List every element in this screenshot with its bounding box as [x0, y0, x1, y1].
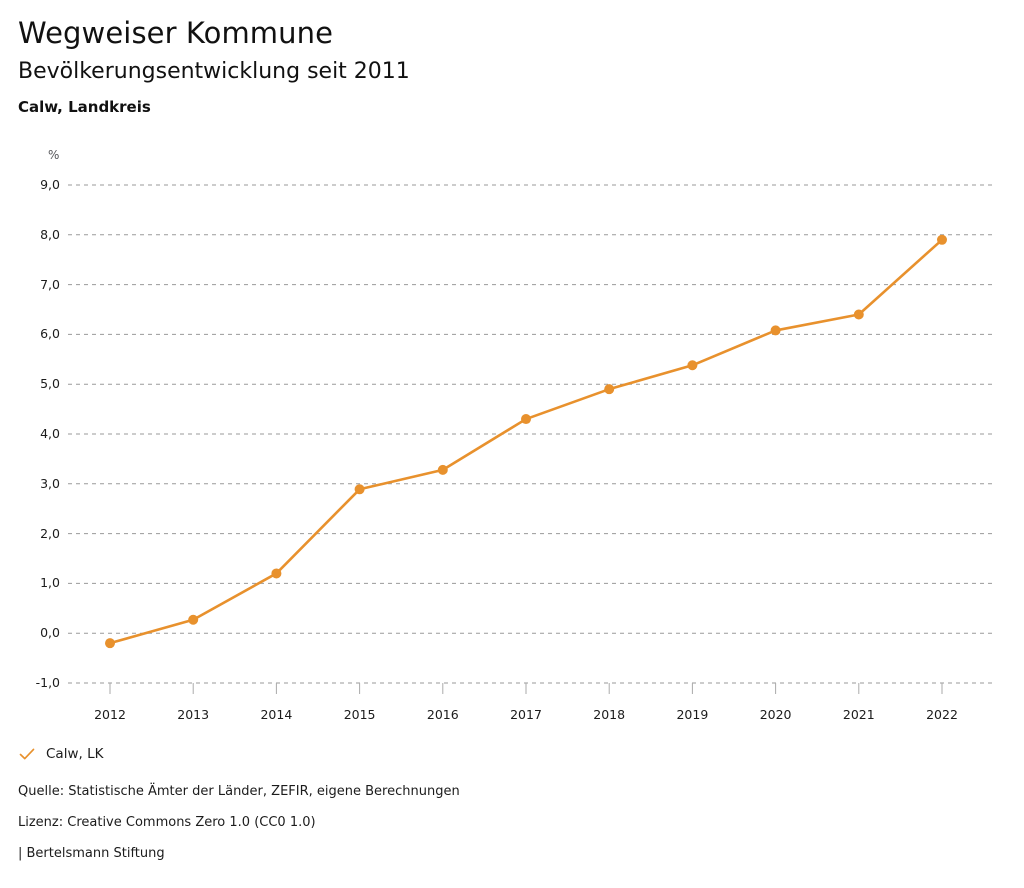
chart-container: % 9,0 8,0 7,0 6,0 5,0 4,0 3,0 2,0 1,0 0,0 -1,0 201… — [0, 140, 1024, 730]
x-axis-tick-label: 2020 — [759, 707, 792, 722]
chart-legend[interactable]: Calw, LK — [18, 745, 103, 763]
series-line-0 — [108, 238, 944, 645]
check-icon — [19, 748, 35, 760]
legend-item-label: Calw, LK — [46, 746, 104, 762]
data-point[interactable] — [188, 614, 199, 625]
data-point[interactable] — [105, 638, 115, 649]
data-point[interactable] — [354, 484, 365, 495]
x-axis-tick-label: 2017 — [510, 707, 542, 722]
data-point[interactable] — [687, 360, 698, 371]
x-axis-tick-label: 2019 — [676, 707, 709, 722]
x-axis-tick-label: 2016 — [426, 707, 459, 722]
y-axis-unit-label: % — [48, 148, 60, 162]
y-axis-tick-label: 4,0 — [40, 426, 60, 441]
y-axis-tick-label: 6,0 — [40, 326, 60, 342]
x-axis-tick-label: 2021 — [842, 707, 875, 722]
data-point[interactable] — [937, 234, 947, 245]
region-label: Calw, Landkreis — [18, 98, 151, 116]
y-axis-tick-label: 5,0 — [40, 376, 60, 392]
data-point[interactable] — [604, 384, 615, 395]
x-axis-tick-label: 2012 — [94, 707, 126, 722]
y-axis-tick-label: 8,0 — [40, 226, 60, 242]
y-axis-tick-label: 9,0 — [40, 177, 60, 192]
page-subtitle: Bevölkerungsentwicklung seit 2011 — [18, 59, 410, 84]
y-axis-tick-label: 3,0 — [40, 475, 60, 491]
y-axis-tick-label: 7,0 — [40, 276, 60, 292]
data-point[interactable] — [770, 325, 781, 336]
x-axis-tick-label: 2014 — [260, 707, 293, 722]
y-axis-tick-label: -1,0 — [35, 675, 60, 690]
footer-source: Quelle: Statistische Ämter der Länder, Z… — [18, 784, 460, 799]
x-axis-tick-label: 2018 — [593, 707, 626, 722]
data-point[interactable] — [853, 309, 864, 320]
y-axis-tick-label: 1,0 — [40, 575, 60, 591]
x-axis-tick-label: 2013 — [177, 707, 210, 722]
data-point[interactable] — [437, 464, 448, 475]
x-axis-tick-label: 2015 — [343, 707, 376, 722]
y-axis-labels: 9,0 8,0 7,0 6,0 5,0 4,0 3,0 2,0 1,0 0,0 -1,0 — [8, 140, 60, 730]
x-axis-tick-label: 2022 — [926, 707, 958, 722]
footer-publisher: | Bertelsmann Stiftung — [18, 846, 165, 861]
y-axis-tick-label: 2,0 — [40, 525, 60, 541]
footer: Quelle: Statistische Ämter der Länder, Z… — [18, 784, 918, 877]
page-title: Wegweiser Kommune — [18, 16, 334, 50]
footer-license: Lizenz: Creative Commons Zero 1.0 (CC0 1… — [18, 815, 316, 830]
y-axis-tick-label: 0,0 — [40, 625, 60, 641]
line-chart-plot — [68, 184, 993, 694]
data-point[interactable] — [271, 568, 282, 579]
data-point[interactable] — [521, 414, 531, 425]
header: Wegweiser Kommune Bevölkerungsentwicklun… — [18, 14, 998, 118]
